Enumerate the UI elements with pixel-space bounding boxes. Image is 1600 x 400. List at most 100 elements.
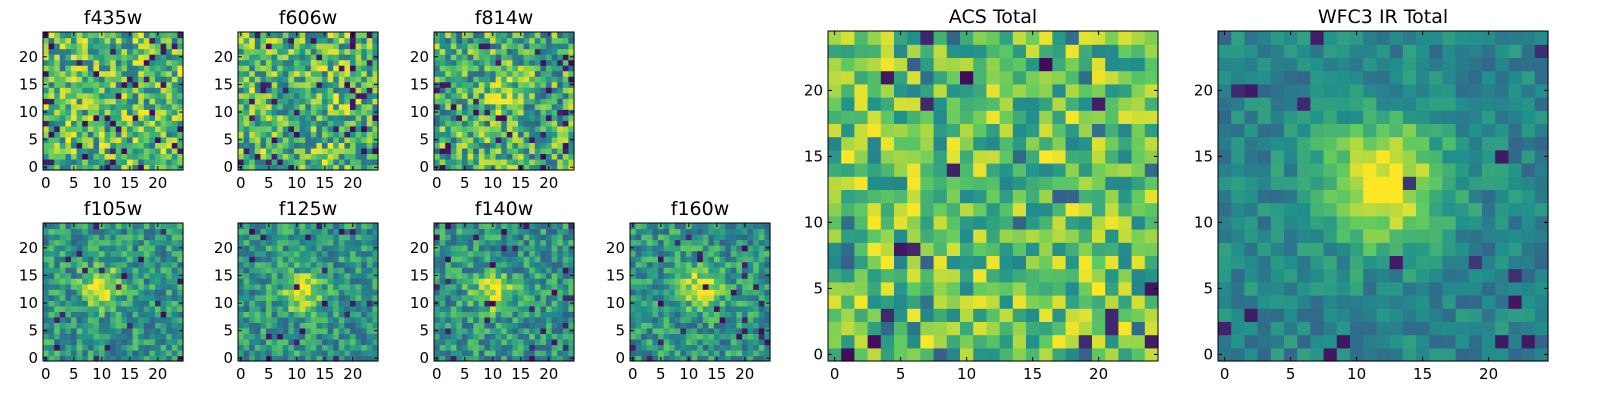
heatmap-cell xyxy=(478,92,485,99)
heatmap-cell xyxy=(266,300,273,307)
heatmap-cell xyxy=(254,256,261,263)
heatmap-cell xyxy=(271,120,278,127)
heatmap-cell xyxy=(344,48,351,55)
heatmap-cell xyxy=(462,250,469,257)
heatmap-cell xyxy=(305,103,312,110)
heatmap-cell xyxy=(87,234,94,241)
heatmap-cell xyxy=(439,153,446,160)
heatmap-cell xyxy=(635,289,642,296)
heatmap-cell xyxy=(473,228,480,235)
heatmap-cell xyxy=(282,158,289,166)
heatmap-cell xyxy=(1092,163,1106,177)
heatmap-cell xyxy=(439,228,446,235)
heatmap-cell xyxy=(65,234,72,241)
heatmap-cell xyxy=(266,120,273,127)
heatmap-cell xyxy=(361,103,368,110)
heatmap-cell xyxy=(478,256,485,263)
heatmap-cell xyxy=(562,272,569,279)
heatmap-cell xyxy=(171,333,178,340)
heatmap-cell xyxy=(478,164,485,171)
heatmap-cell xyxy=(82,333,89,340)
heatmap-cell xyxy=(288,43,295,50)
heatmap-cell xyxy=(59,120,66,127)
heatmap-cell xyxy=(299,65,306,72)
heatmap-cell xyxy=(439,223,446,230)
heatmap-cell xyxy=(271,305,278,312)
heatmap-cell xyxy=(467,109,474,116)
heatmap-cell xyxy=(249,338,256,346)
heatmap-cell xyxy=(59,109,66,116)
heatmap-cell xyxy=(534,355,541,362)
heatmap-cell xyxy=(523,311,530,318)
heatmap-cell xyxy=(87,158,94,166)
heatmap-cell xyxy=(478,54,485,61)
heatmap-cell xyxy=(82,32,89,39)
heatmap-cell xyxy=(764,316,771,323)
heatmap-cell xyxy=(177,234,184,241)
heatmap-cell xyxy=(243,147,250,155)
heatmap-cell xyxy=(333,294,340,301)
heatmap-cell xyxy=(1105,321,1119,336)
heatmap-cell xyxy=(138,228,145,235)
heatmap-cell xyxy=(753,278,760,285)
heatmap-cell xyxy=(288,305,295,312)
heatmap-cell xyxy=(93,43,100,50)
heatmap-cell xyxy=(473,267,480,274)
y-tick-label: 15 xyxy=(606,266,625,284)
heatmap-cell xyxy=(82,76,89,83)
heatmap-cell xyxy=(76,338,83,346)
heatmap-cell xyxy=(87,316,94,323)
heatmap-cells xyxy=(434,223,575,362)
heatmap-cell xyxy=(110,125,117,132)
heatmap-cell xyxy=(177,294,184,301)
heatmap-cell xyxy=(467,261,474,268)
heatmap-cell xyxy=(350,54,357,61)
heatmap-cell xyxy=(260,228,267,235)
heatmap-cell xyxy=(132,300,139,307)
heatmap-cell xyxy=(238,92,245,99)
heatmap-cell xyxy=(238,37,245,44)
heatmap-cell xyxy=(322,294,329,301)
heatmap-cell xyxy=(551,37,558,44)
heatmap-cell xyxy=(316,76,323,83)
x-tick-label: 0 xyxy=(41,365,51,383)
heatmap-cell xyxy=(254,92,261,99)
heatmap-cell xyxy=(456,32,463,39)
heatmap-cell xyxy=(310,316,317,323)
heatmap-cell xyxy=(132,59,139,66)
heatmap-cell xyxy=(361,322,368,329)
heatmap-cell xyxy=(467,125,474,132)
heatmap-cell xyxy=(546,322,553,329)
heatmap-cell xyxy=(76,147,83,155)
heatmap-cell xyxy=(478,142,485,149)
heatmap-cell xyxy=(512,65,519,72)
heatmap-cell xyxy=(490,65,497,72)
heatmap-cell xyxy=(149,261,156,268)
heatmap-cell xyxy=(316,305,323,312)
heatmap-cell xyxy=(277,289,284,296)
heatmap-cell xyxy=(350,349,357,357)
heatmap-cell xyxy=(282,59,289,66)
heatmap-cell xyxy=(946,215,961,230)
heatmap-cell xyxy=(753,333,760,340)
heatmap-cell xyxy=(65,142,72,149)
heatmap-cell xyxy=(456,300,463,307)
heatmap-cell xyxy=(333,289,340,296)
heatmap-cell xyxy=(43,228,50,235)
heatmap-cell xyxy=(1131,334,1146,349)
heatmap-cell xyxy=(322,289,329,296)
heatmap-cell xyxy=(65,333,72,340)
heatmap-cell xyxy=(115,316,122,323)
heatmap-cell xyxy=(305,109,312,116)
heatmap-cell xyxy=(143,65,150,72)
heatmap-cell xyxy=(355,136,362,143)
heatmap-cell xyxy=(243,272,250,279)
heatmap-cell xyxy=(282,54,289,61)
heatmap-cell xyxy=(484,65,491,72)
heatmap-cell xyxy=(171,300,178,307)
heatmap-cell xyxy=(177,305,184,312)
heatmap-cell xyxy=(249,81,256,88)
heatmap-cell xyxy=(121,43,128,50)
heatmap-cell xyxy=(540,120,547,127)
